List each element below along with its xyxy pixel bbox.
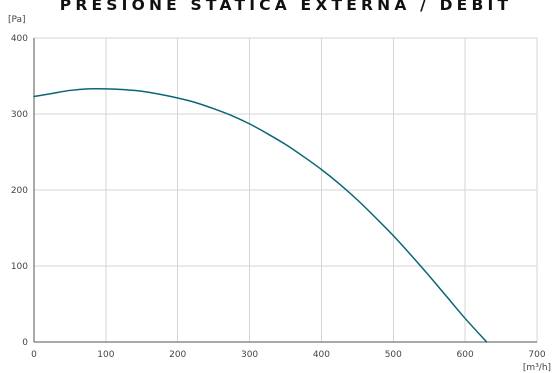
x-axis-unit-label: [m³/h]: [523, 363, 551, 373]
y-tick-label: 100: [11, 262, 28, 272]
tick-labels: 0 100 200 300 400 500 600 700 0 100 200 300 400: [11, 34, 546, 360]
x-tick-label: 0: [31, 350, 37, 360]
x-tick-label: 100: [97, 350, 114, 360]
y-tick-label: 400: [11, 34, 28, 44]
grid: [33, 37, 538, 343]
y-tick-label: 300: [11, 110, 28, 120]
chart-title: PRESIONE STATICA EXTERNA / DEBIT: [60, 0, 512, 14]
x-tick-label: 700: [528, 350, 545, 360]
axes: [33, 38, 537, 343]
x-tick-label: 500: [385, 350, 402, 360]
x-tick-label: 600: [457, 350, 474, 360]
x-tick-label: 400: [313, 350, 330, 360]
x-tick-label: 300: [241, 350, 258, 360]
y-axis-unit-label: [Pa]: [8, 15, 26, 25]
x-tick-label: 200: [169, 350, 186, 360]
y-tick-label: 0: [22, 338, 28, 348]
y-tick-label: 200: [11, 186, 28, 196]
series-line: [33, 88, 488, 343]
series-layer: [33, 88, 488, 343]
